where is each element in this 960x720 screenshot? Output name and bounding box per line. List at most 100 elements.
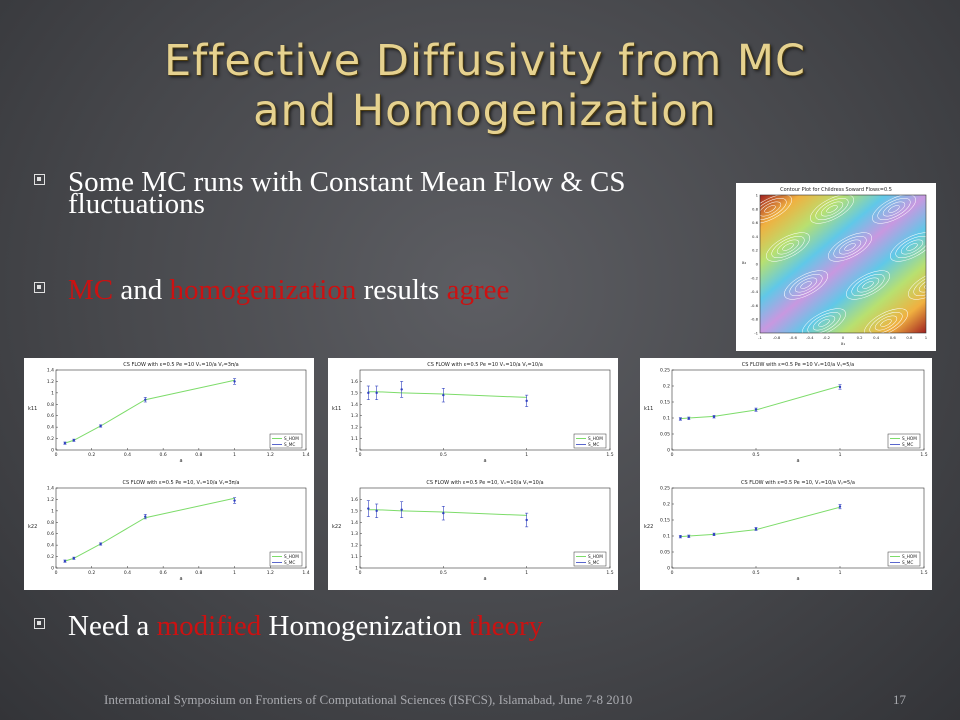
mc-point <box>679 417 682 421</box>
slide-title-line-1: Effective Diffusivity from MC <box>163 36 807 86</box>
bullet-run: Homogenization <box>261 610 470 642</box>
bullet-run: MC <box>68 274 114 306</box>
chart-x-tick: 1.5 <box>606 452 613 458</box>
chart-frame <box>359 369 611 451</box>
chart-y-tick: 1.5 <box>351 508 358 514</box>
contour-y-tick: 0.2 <box>752 248 759 253</box>
footer-text: International Symposium on Frontiers of … <box>104 692 633 707</box>
contour-line <box>818 319 830 327</box>
contour-line <box>918 277 926 293</box>
chart-y-tick: 0.15 <box>660 400 670 406</box>
chart-x-tick: 1.4 <box>302 570 309 576</box>
contour-line <box>869 312 903 333</box>
contour-line <box>760 195 792 224</box>
chart-x-tick: 1.4 <box>302 452 309 458</box>
mc-point <box>63 559 67 563</box>
chart-y-label: k11 <box>644 406 653 412</box>
chart-y-tick: 0 <box>51 448 54 454</box>
chart-y-tick: 0.25 <box>660 368 670 374</box>
chart-y-tick: 1.1 <box>351 436 358 442</box>
chart-y-tick: 1.2 <box>351 543 358 549</box>
mc-point <box>687 417 690 420</box>
contour-line <box>864 308 908 333</box>
chart-y-tick: 1.5 <box>351 390 358 396</box>
chart-y-tick: 1.4 <box>47 368 54 374</box>
mc-point <box>375 509 378 513</box>
chart-y-label: k11 <box>28 406 37 412</box>
contour-line <box>826 205 838 213</box>
contour-title: Contour Plot for Childress Soward Flowε=… <box>780 187 892 193</box>
contour-line <box>913 274 926 296</box>
contour-line <box>820 201 844 217</box>
chart-y-tick: 1.6 <box>351 379 358 385</box>
bullet-text-line-1: Some MC runs with Constant Mean Flow & C… <box>68 166 626 198</box>
mc-point <box>144 398 147 401</box>
chart-x-label: a <box>796 576 799 582</box>
contour-plot-figure: Contour Plot for Childress Soward Flowε=… <box>736 183 936 351</box>
chart-y-tick: 1.4 <box>351 402 358 408</box>
contour-line <box>880 319 892 327</box>
legend-hom-label: S_HOM <box>902 436 917 441</box>
chart-y-tick: 0 <box>667 566 670 572</box>
contour-plot: Contour Plot for Childress Soward Flowε=… <box>742 187 936 347</box>
bullet-run: homogenization <box>169 274 357 306</box>
contour-x-tick: 0.8 <box>906 335 913 340</box>
contour-y-tick: -0.2 <box>751 275 759 280</box>
chart-x-tick: 0 <box>671 452 674 458</box>
chart-frame <box>671 369 925 451</box>
chart-x-tick: 1.2 <box>267 570 274 576</box>
chart-title: CS FLOW with ε=0.5 Pe =10 Vₓ=10/a Vᵧ=10/… <box>427 362 543 368</box>
chart-y-tick: 1.2 <box>351 425 358 431</box>
figure-panel-2: CS FLOW with ε=0.5 Pe =10 Vₓ=10/a Vᵧ=10/… <box>328 358 618 590</box>
chart-title: CS FLOW with ε=0.5 Pe =10 Vₓ=10/a Vᵧ=5/a <box>742 362 854 368</box>
contour-x-tick: 1 <box>925 335 928 340</box>
chart-x-label: a <box>483 576 486 582</box>
chart-frame <box>359 487 611 569</box>
contour-line <box>935 313 936 333</box>
chart-y-tick: 0.2 <box>47 554 54 560</box>
contour-x-label: x₁ <box>841 342 846 347</box>
chart-y-tick: 0.4 <box>47 425 54 431</box>
contour-line <box>908 270 926 300</box>
chart-y-tick: 1.1 <box>351 554 358 560</box>
mc-point <box>442 393 445 397</box>
chart-x-tick: 0.2 <box>88 452 95 458</box>
chart-x-tick: 1 <box>525 570 528 576</box>
contour-line <box>828 232 872 262</box>
contour-line <box>789 274 823 296</box>
bullet-run: theory <box>469 610 544 642</box>
contour-line <box>802 308 846 333</box>
mc-point <box>838 505 842 508</box>
bullet-run: Need a <box>68 610 157 642</box>
contour-x-tick: 0 <box>842 335 845 340</box>
chart-x-tick: 0.8 <box>195 452 202 458</box>
contour-line <box>874 315 898 331</box>
contour-line <box>766 232 810 262</box>
contour-line <box>760 201 782 217</box>
legend-hom-label: S_HOM <box>588 436 603 441</box>
chart-frame <box>55 369 307 451</box>
page-number: 17 <box>893 692 906 707</box>
chart-y-tick: 1 <box>51 508 54 514</box>
chart-x-tick: 1.2 <box>267 452 274 458</box>
chart-y-tick: 0.05 <box>660 432 670 438</box>
legend-hom-label: S_HOM <box>902 554 917 559</box>
chart-x-label: a <box>483 458 486 464</box>
chart-y-tick: 1 <box>355 448 358 454</box>
mc-point <box>525 518 528 522</box>
contour-line <box>807 312 841 333</box>
chart-y-tick: 1.2 <box>47 379 54 385</box>
mc-point <box>400 508 403 511</box>
chart-y-tick: 1.3 <box>351 413 358 419</box>
chart-x-label: a <box>179 458 182 464</box>
chart-x-tick: 0.5 <box>752 570 759 576</box>
contour-line <box>929 308 936 338</box>
chart-y-tick: 0.8 <box>47 520 54 526</box>
chart-y-tick: 1 <box>51 390 54 396</box>
contour-y-tick: 0.6 <box>752 220 759 225</box>
contour-line <box>776 239 800 255</box>
mc-point <box>754 408 758 411</box>
chart-x-label: a <box>179 576 182 582</box>
contour-y-tick: -1 <box>754 331 758 336</box>
contour-y-tick: 0 <box>756 262 759 267</box>
